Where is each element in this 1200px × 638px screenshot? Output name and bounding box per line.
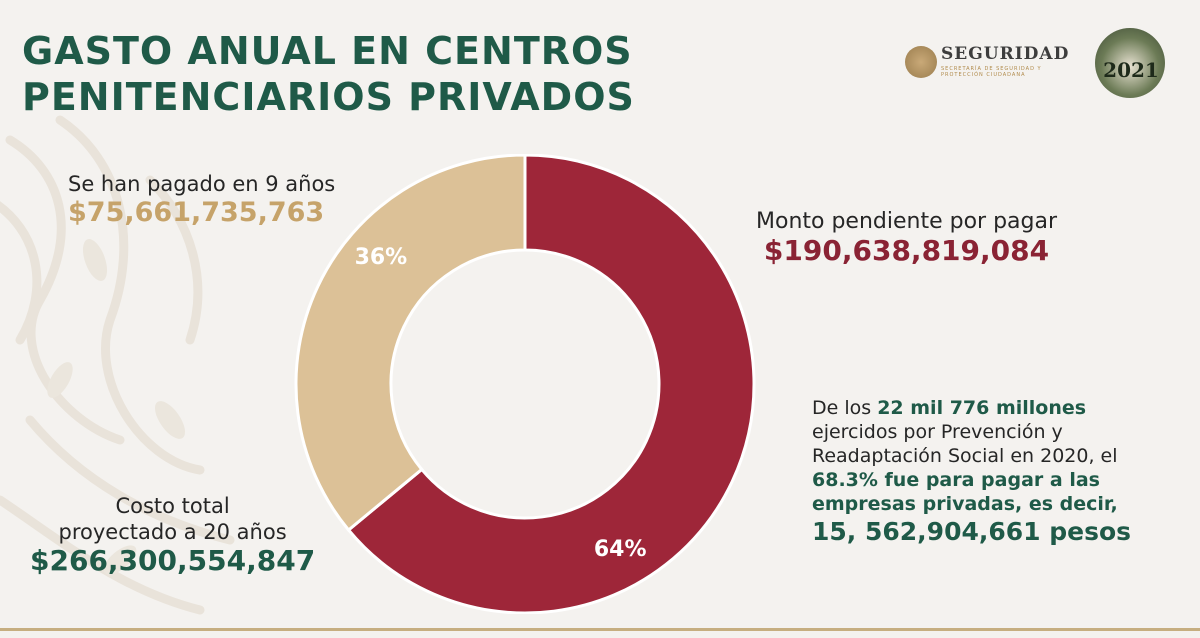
- seal-icon: [905, 46, 937, 78]
- paid-amount: $75,661,735,763: [68, 197, 325, 228]
- emblem-year: 2021: [1103, 58, 1159, 82]
- total-amount: $266,300,554,847: [30, 544, 316, 577]
- note-paragraph: De los 22 mil 776 millones ejercidos por…: [812, 396, 1162, 548]
- title-line-1: GASTO ANUAL EN CENTROS: [22, 29, 633, 73]
- emblem-icon: [1095, 28, 1165, 98]
- paid-stat: Se han pagado en 9 años $75,661,735,763: [68, 171, 335, 229]
- pending-stat: Monto pendiente por pagar $190,638,819,0…: [756, 209, 1057, 267]
- pending-label: Monto pendiente por pagar: [756, 209, 1058, 234]
- title-line-2: PENITENCIARIOS PRIVADOS: [22, 75, 635, 119]
- total-label-line-1: Costo total: [115, 494, 230, 518]
- note-big-amount: 15, 562,904,661 pesos: [812, 517, 1132, 546]
- seguridad-name: SEGURIDAD: [941, 44, 1070, 64]
- total-stat: Costo total proyectado a 20 años $266,30…: [30, 493, 315, 577]
- donut-slice-36: [294, 154, 527, 533]
- donut-label-64: 64%: [594, 537, 647, 562]
- note-bold-1: 22 mil 776 millones: [877, 397, 1087, 419]
- page-title: GASTO ANUAL EN CENTROS PENITENCIARIOS PR…: [22, 28, 635, 120]
- total-label-line-2: proyectado a 20 años: [58, 520, 287, 544]
- paid-label: Se han pagado en 9 años: [68, 172, 336, 196]
- seguridad-subtitle: SECRETARÍA DE SEGURIDAD Y PROTECCIÓN CIU…: [941, 66, 1042, 78]
- donut-label-36: 36%: [355, 245, 408, 270]
- note-bold-2: 68.3% fue para pagar a las empresas priv…: [812, 469, 1118, 515]
- bottom-divider: [0, 628, 1200, 631]
- note-text-1: De los: [812, 397, 878, 419]
- pending-amount: $190,638,819,084: [763, 234, 1050, 267]
- note-text-2: ejercidos por Prevención y Readaptación …: [812, 421, 1118, 467]
- donut-slice-64: [346, 154, 756, 614]
- donut-chart: 64% 36%: [294, 154, 756, 614]
